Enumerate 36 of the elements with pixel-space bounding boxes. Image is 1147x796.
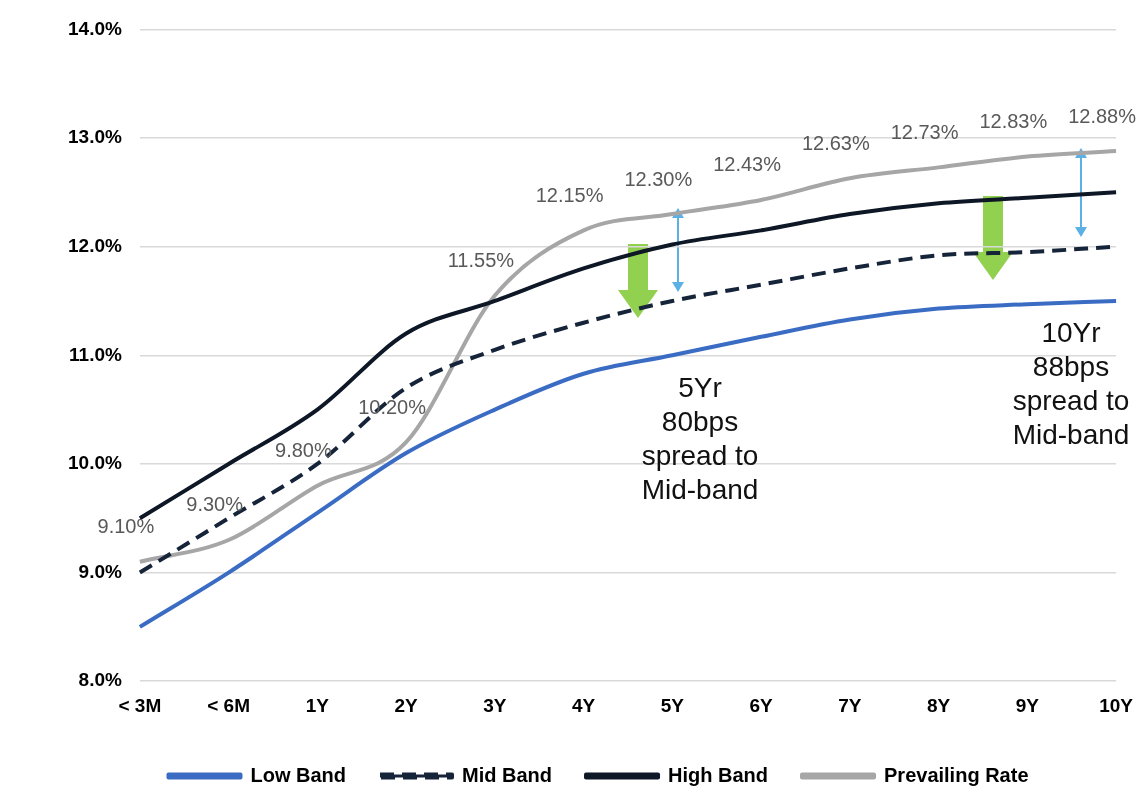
x-tick-label: 8Y [926,694,951,716]
x-tick-label: 10Y [1099,694,1134,716]
y-tick-label: 14.0% [68,17,122,39]
data-label: 12.43% [713,153,782,176]
y-tick-label: 12.0% [68,234,122,256]
annotation: 10Yr 88bps spread to Mid-band [1012,316,1130,450]
y-tick-label: 13.0% [68,126,122,148]
y-tick-label: 9.0% [78,560,122,582]
x-tick-label: 4Y [571,694,596,716]
x-tick-label: 3Y [483,694,507,716]
y-tick-label: 11.0% [69,343,122,365]
legend-label: Low Band [250,763,347,786]
data-label: 9.30% [186,493,244,516]
legend-label: Prevailing Rate [884,763,1029,786]
x-tick-label: 6Y [749,694,774,716]
x-tick-label: < 6M [207,694,251,716]
data-label: 12.73% [890,120,959,143]
data-label: 11.55% [447,249,515,272]
x-tick-label: 5Y [660,694,685,716]
annotation: 5Yr 80bps spread to Mid-band [641,371,759,505]
x-tick-label: 1Y [305,694,330,716]
y-tick-label: 8.0% [78,669,122,691]
data-label: 12.83% [979,110,1048,133]
x-tick-label: 2Y [394,694,419,716]
y-tick-label: 10.0% [68,452,122,474]
data-label: 12.88% [1068,104,1137,127]
x-tick-label: 9Y [1015,694,1040,716]
data-label: 9.10% [97,515,155,538]
legend-label: High Band [668,763,769,786]
legend-label: Mid Band [462,763,553,786]
x-tick-label: < 3M [118,694,162,716]
x-tick-label: 7Y [838,694,862,716]
data-label: 12.63% [801,131,870,154]
data-label: 9.80% [275,439,332,462]
data-label: 12.30% [624,167,693,190]
data-label: 12.15% [535,183,604,206]
